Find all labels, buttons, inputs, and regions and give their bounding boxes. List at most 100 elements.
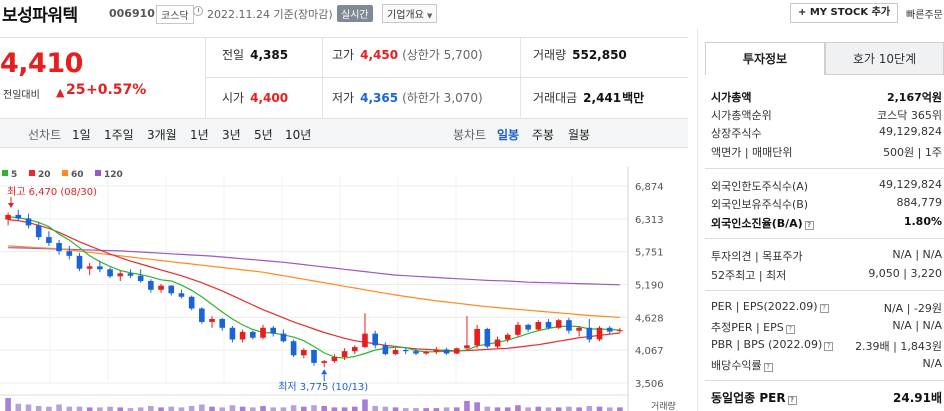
volume-bar [15, 403, 22, 411]
candle-body [168, 285, 175, 294]
company-overview-dropdown[interactable]: 기업개요 ▼ [382, 4, 438, 23]
monthly-candle-tab[interactable]: 월봉 [568, 128, 591, 142]
candle-body [433, 349, 440, 352]
stock-name: 보성파워텍 [2, 6, 78, 26]
low-value: 4,365 [360, 91, 399, 105]
volume-bar [617, 407, 623, 411]
volume-bar [443, 407, 450, 411]
volume-bar [260, 405, 266, 411]
weekly-candle-tab[interactable]: 주봉 [532, 128, 555, 142]
trade-amount: 거래대금 2,441백만 [533, 89, 644, 106]
volume-label: 거래량 [533, 48, 567, 62]
candle-body [86, 266, 93, 269]
y-tick-label: 6,313 [635, 215, 664, 226]
daily-candle-tab[interactable]: 일봉 [497, 128, 520, 142]
period-3y[interactable]: 3년 [222, 128, 241, 142]
candle-body [372, 333, 378, 346]
realtime-button[interactable]: 실시간 [337, 5, 373, 22]
dividend-label: 배당수익률? [711, 357, 773, 373]
est-per-label-text: 추정PER | EPS [711, 321, 784, 334]
week52-value: 9,050 | 3,220 [868, 267, 942, 280]
week52-label: 52주최고 | 최저 [711, 269, 787, 282]
legend-label: 60 [71, 170, 84, 180]
period-3m[interactable]: 3개월 [147, 128, 177, 142]
add-my-stock-button[interactable]: + MY STOCK 추가 [790, 3, 899, 23]
chart-toolbar: 선차트 1일 1주일 3개월 1년 3년 5년 10년 봉차트 일봉 주봉 월봉 [0, 118, 688, 148]
foreign-hold-row: 외국인보유주식수(B) 884,779 [711, 194, 944, 212]
volume-bar [178, 407, 185, 411]
par-row: 액면가 | 매매단위 500원 | 1주 [711, 142, 944, 160]
volume-bar [566, 406, 572, 411]
dividend-value: N/A [922, 357, 942, 370]
volume-bar [300, 406, 307, 411]
volume-bar [484, 406, 491, 411]
volume-bar [453, 407, 460, 411]
period-10y[interactable]: 10년 [285, 128, 312, 142]
volume-bar [158, 407, 164, 411]
tab-orderbook[interactable]: 호가 10단계 [825, 42, 944, 75]
candle-body [270, 327, 277, 334]
help-icon[interactable]: ? [785, 325, 795, 334]
candle-body [413, 351, 419, 354]
period-1y[interactable]: 1년 [190, 128, 209, 142]
high-price: 고가 4,450 (상한가 5,700) [332, 46, 483, 63]
per-label: PER | EPS(2022.09)? [711, 300, 829, 313]
help-icon[interactable]: ? [787, 396, 797, 405]
foreign-limit-value: 49,129,824 [879, 178, 942, 191]
volume-bar [127, 408, 134, 411]
line-chart-label[interactable]: 선차트 [28, 128, 62, 142]
volume-bar [107, 406, 113, 411]
volume-bar [423, 408, 429, 411]
candle-body [311, 350, 317, 363]
low-annotation: 최저 3,775 (10/13) [278, 381, 368, 393]
divider [697, 28, 698, 411]
clock-icon [193, 6, 203, 16]
ma20-line [8, 219, 620, 352]
quick-order-link[interactable]: 빠른주문 [906, 10, 943, 21]
candle-body [250, 331, 256, 338]
help-icon[interactable]: ? [804, 221, 814, 230]
help-icon[interactable]: ? [819, 304, 829, 313]
volume-bar [250, 407, 256, 411]
industry-per-label: 동일업종 PER? [711, 389, 797, 406]
market-cap-rank-row: 시가총액순위 코스닥 365위 [711, 105, 944, 123]
legend-swatch [29, 170, 35, 176]
lower-limit: (하한가 3,070) [402, 91, 483, 105]
tab-investment-info[interactable]: 투자정보 [705, 42, 825, 75]
candle-body [515, 324, 521, 335]
low-label: 저가 [332, 91, 355, 105]
period-5y[interactable]: 5년 [254, 128, 273, 142]
period-1d[interactable]: 1일 [72, 128, 91, 142]
candle-body [474, 328, 480, 346]
candle-body [209, 319, 215, 322]
candle-chart-label[interactable]: 봉차트 [453, 128, 487, 142]
help-icon[interactable]: ? [763, 363, 773, 372]
volume-bar [209, 406, 215, 411]
volume-bar [137, 407, 144, 411]
volume-bar [555, 407, 562, 411]
candle-body [331, 357, 338, 362]
period-1w[interactable]: 1주일 [104, 128, 134, 142]
candle-body [25, 218, 32, 226]
volume-bar [219, 407, 226, 411]
candle-body [494, 339, 501, 347]
volume: 거래량 552,850 [533, 46, 627, 63]
open-value: 4,400 [250, 91, 289, 105]
volume-bar [331, 407, 338, 411]
volume-bar [239, 406, 246, 411]
shares-row: 상장주식수 49,129,824 [711, 123, 944, 141]
industry-per-row: 동일업종 PER? 24.91배 [711, 387, 944, 405]
volume-bar [433, 408, 440, 411]
candle-body [76, 255, 83, 269]
volume-bar [148, 405, 154, 411]
volume-bar [229, 405, 236, 411]
change-value: 25 [66, 82, 86, 98]
volume-bar [321, 405, 328, 411]
candle-body [453, 348, 460, 354]
help-icon[interactable]: ? [824, 342, 834, 351]
candle-body [239, 331, 246, 340]
stock-header: 보성파워텍 006910 코스닥 2022.11.24 기준(장마감) 실시간 … [0, 0, 944, 28]
candle-body [5, 214, 11, 220]
candle-body [290, 341, 297, 356]
